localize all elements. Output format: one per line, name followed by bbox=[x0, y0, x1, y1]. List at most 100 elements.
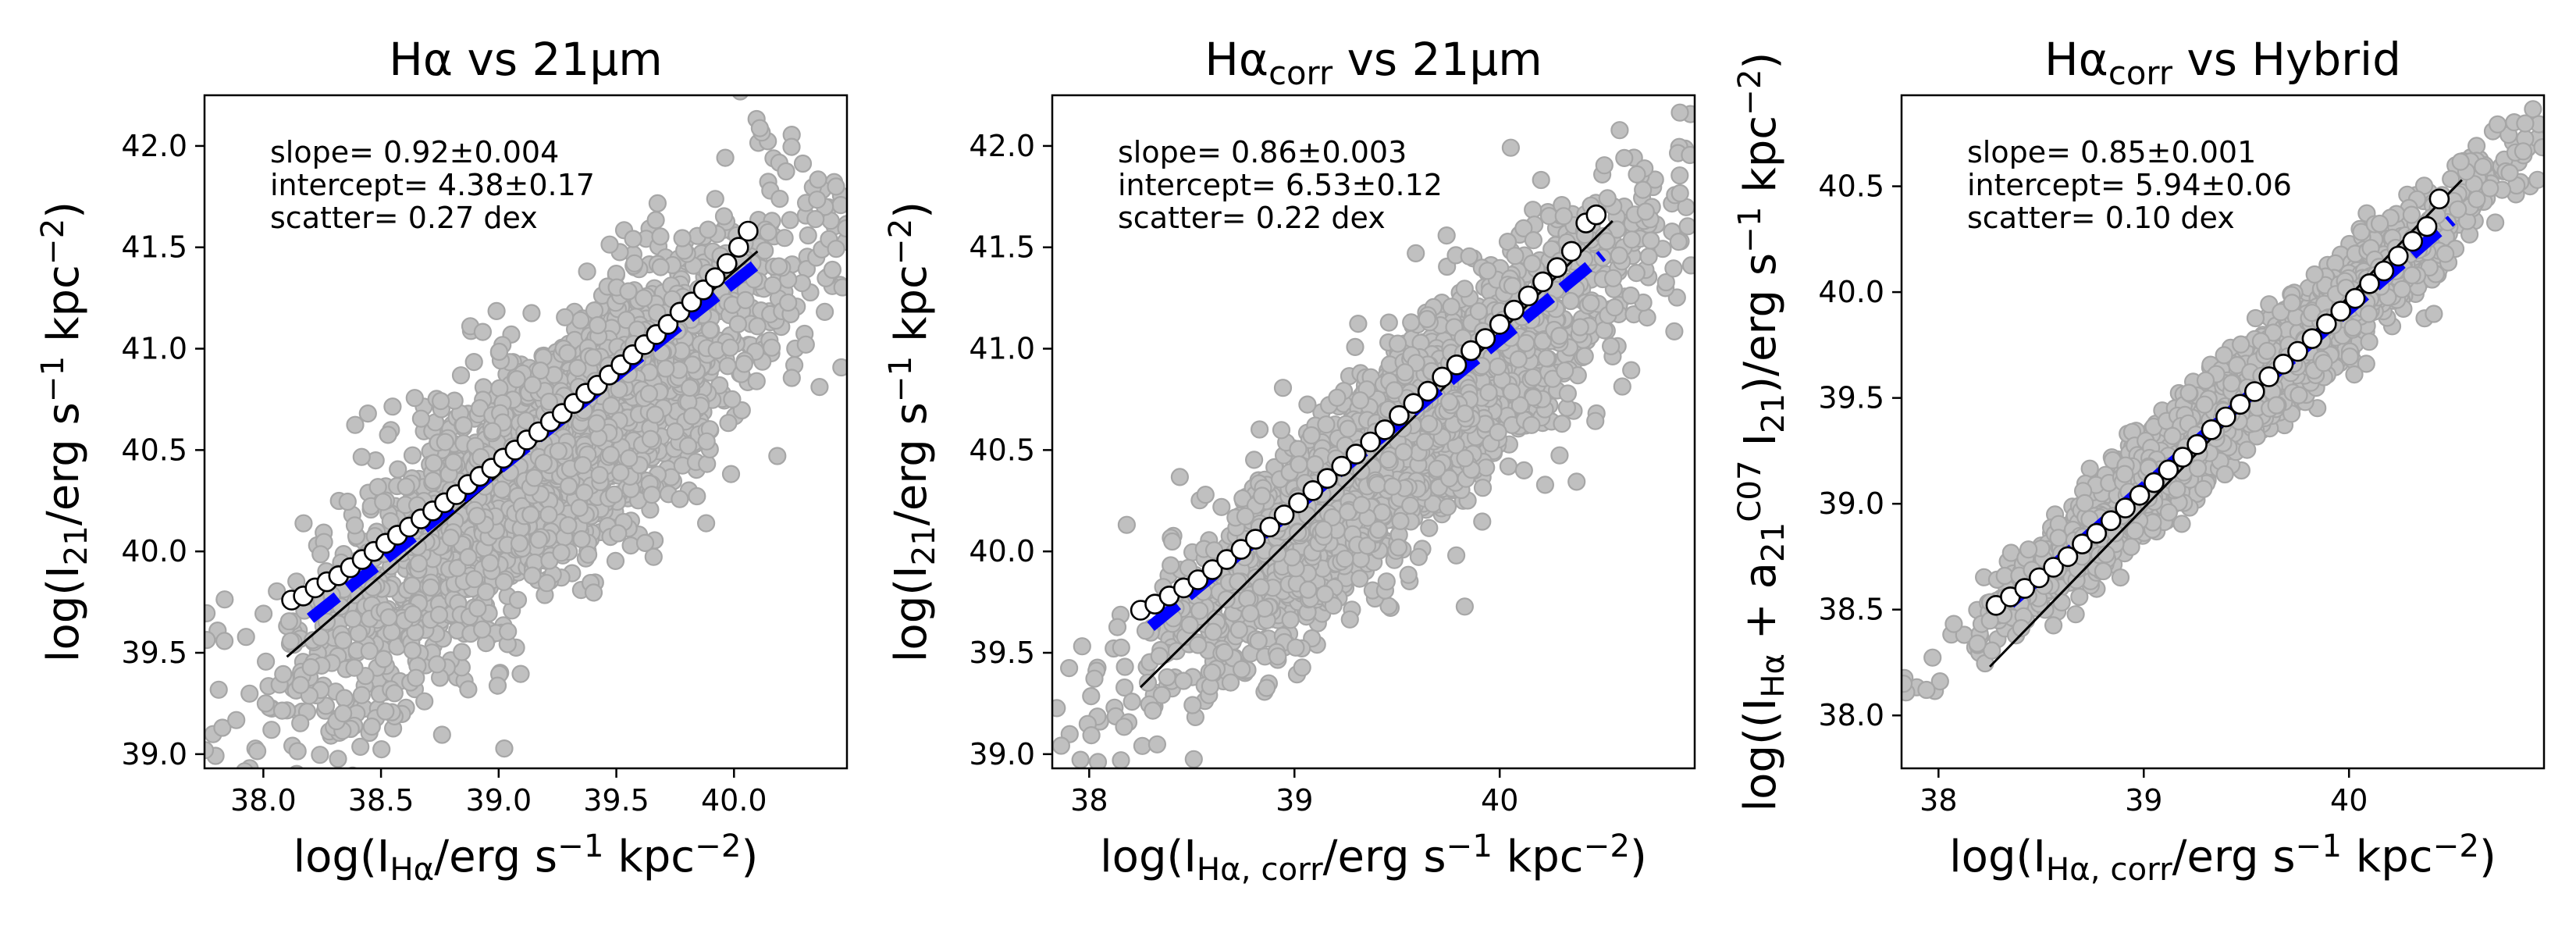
scatter-point bbox=[351, 737, 370, 757]
scatter-point bbox=[1340, 610, 1359, 629]
scatter-point bbox=[499, 622, 518, 641]
scatter-point bbox=[334, 631, 353, 650]
scatter-point bbox=[759, 223, 777, 241]
scatter-point bbox=[1639, 248, 1658, 266]
scatter-point bbox=[575, 483, 594, 502]
scatter-point bbox=[508, 590, 528, 610]
scatter-point bbox=[808, 191, 827, 209]
scatter-point bbox=[1669, 233, 1688, 251]
scatter-point bbox=[683, 407, 702, 426]
scatter-point bbox=[1112, 751, 1130, 768]
scatter-point bbox=[832, 358, 847, 377]
scatter-point bbox=[782, 137, 801, 156]
scatter-point bbox=[610, 380, 628, 399]
scatter-point bbox=[237, 628, 255, 647]
scatter-point bbox=[600, 235, 619, 254]
scatter-point bbox=[534, 454, 553, 472]
scatter-point bbox=[1073, 637, 1091, 656]
scatter-point bbox=[1455, 280, 1474, 298]
scatter-point bbox=[476, 583, 496, 601]
scatter-point bbox=[240, 684, 259, 703]
scatter-point bbox=[522, 304, 541, 322]
scatter-point bbox=[815, 302, 834, 321]
scatter-point bbox=[1681, 256, 1695, 275]
scatter-point bbox=[403, 641, 422, 660]
scatter-point bbox=[701, 321, 720, 340]
scatter-point bbox=[1088, 753, 1108, 768]
scatter-point bbox=[823, 260, 842, 280]
scatter-point bbox=[635, 289, 653, 308]
scatter-point bbox=[1656, 273, 1675, 292]
scatter-point bbox=[424, 471, 443, 490]
scatter-point bbox=[716, 148, 735, 167]
scatter-point bbox=[1473, 479, 1493, 497]
scatter-point bbox=[609, 524, 628, 543]
x-tick-label: 39.0 bbox=[466, 783, 532, 818]
scatter-point bbox=[291, 675, 310, 694]
scatter-point bbox=[338, 492, 357, 511]
y-tick-label: 42.0 bbox=[121, 129, 187, 163]
scatter-point bbox=[1052, 699, 1066, 718]
scatter-point bbox=[1420, 518, 1439, 537]
scatter-point bbox=[763, 276, 782, 294]
scatter-point bbox=[468, 507, 486, 526]
scatter-point bbox=[589, 315, 607, 335]
scatter-point bbox=[1642, 231, 1660, 250]
scatter-point bbox=[1442, 297, 1461, 316]
scatter-point bbox=[723, 390, 742, 408]
scatter-point bbox=[494, 572, 514, 591]
scatter-point bbox=[1317, 415, 1336, 434]
scatter-point bbox=[673, 229, 692, 248]
scatter-point bbox=[1052, 736, 1070, 755]
scatter-point bbox=[571, 311, 590, 330]
scatter-point bbox=[1567, 472, 1586, 491]
scatter-point bbox=[389, 460, 407, 479]
scatter-point bbox=[1302, 426, 1321, 445]
scatter-point bbox=[291, 714, 310, 732]
scatter-point bbox=[641, 429, 660, 448]
scatter-point bbox=[459, 547, 478, 567]
scatter-point bbox=[362, 717, 381, 736]
scatter-point bbox=[584, 348, 603, 367]
scatter-point bbox=[1163, 532, 1182, 551]
axes-frame bbox=[203, 94, 849, 770]
scatter-point bbox=[1627, 264, 1646, 283]
scatter-point bbox=[1212, 497, 1231, 516]
scatter-point bbox=[376, 702, 395, 721]
scatter-point bbox=[422, 578, 440, 597]
scatter-point bbox=[483, 422, 502, 440]
scatter-point bbox=[1514, 461, 1533, 480]
scatter-point bbox=[1238, 590, 1257, 608]
scatter-point bbox=[358, 404, 377, 423]
scatter-point bbox=[1622, 361, 1641, 379]
binned-point bbox=[728, 237, 749, 258]
scatter-point bbox=[537, 574, 557, 593]
scatter-point bbox=[796, 335, 815, 354]
scatter-point bbox=[1298, 395, 1317, 414]
scatter-point bbox=[451, 366, 471, 385]
scatter-point bbox=[656, 359, 675, 378]
scatter-point bbox=[1115, 657, 1134, 676]
scatter-point bbox=[345, 658, 364, 677]
scatter-point bbox=[495, 739, 514, 758]
scatter-point bbox=[473, 322, 493, 341]
scatter-point bbox=[584, 583, 603, 602]
scatter-point bbox=[572, 529, 591, 549]
fit-annotation: intercept= 4.38±0.17 bbox=[270, 168, 595, 202]
scatter-point bbox=[833, 278, 847, 297]
scatter-point bbox=[523, 566, 542, 585]
y-tick-label: 39.5 bbox=[121, 636, 187, 670]
scatter-point bbox=[205, 631, 216, 650]
scatter-point bbox=[360, 642, 379, 661]
scatter-point bbox=[1501, 138, 1521, 157]
scatter-point bbox=[666, 422, 685, 441]
scatter-point bbox=[454, 415, 473, 435]
binned-point bbox=[738, 220, 759, 242]
scatter-point bbox=[1524, 231, 1543, 250]
binned-medians bbox=[281, 220, 759, 611]
scatter-point bbox=[570, 498, 589, 518]
scatter-point bbox=[248, 742, 267, 761]
scatter-point bbox=[1399, 565, 1418, 584]
scatter-point bbox=[488, 676, 507, 695]
scatter-point bbox=[1136, 622, 1155, 640]
